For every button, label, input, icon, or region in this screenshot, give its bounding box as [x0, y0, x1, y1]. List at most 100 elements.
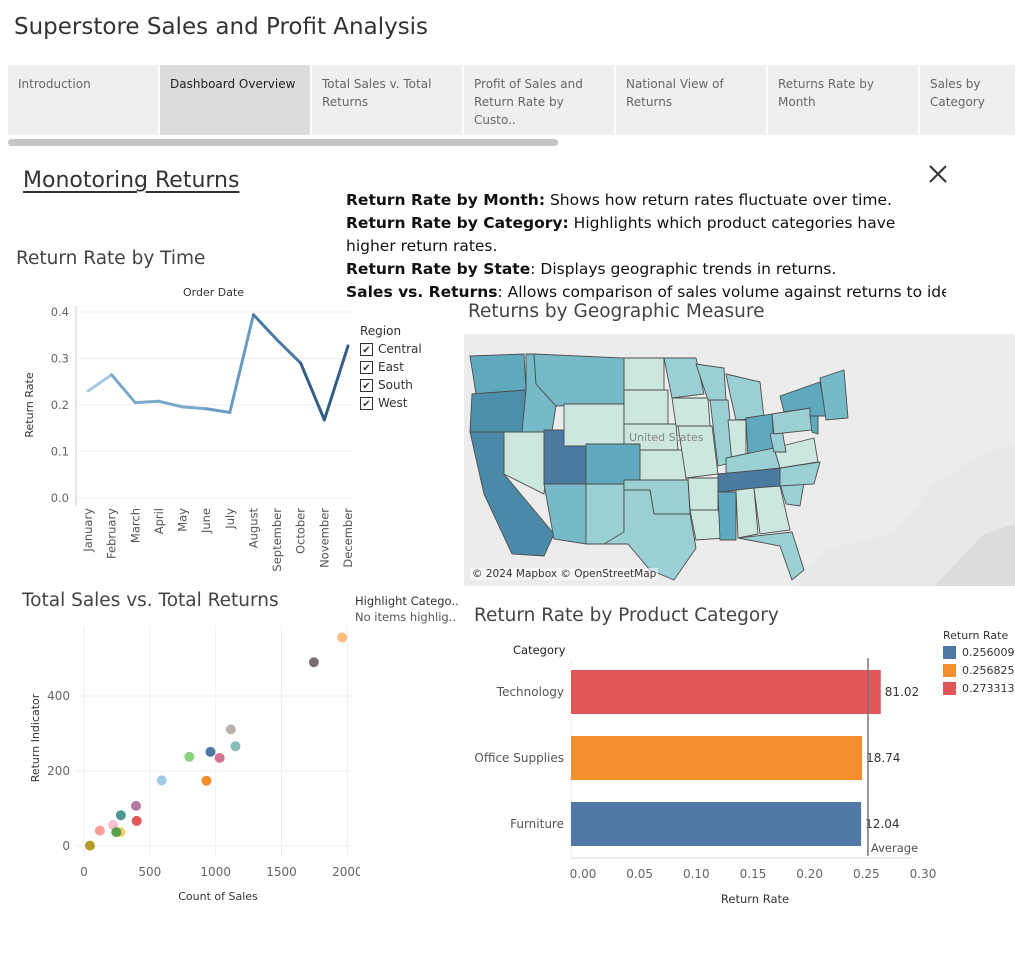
x-tick-label: January	[81, 508, 95, 553]
checkbox-icon[interactable]: ✔	[360, 378, 373, 392]
highlight-category-control[interactable]: Highlight Catego.. No items highlig..	[355, 594, 459, 624]
y-tick-label: Office Supplies	[474, 751, 564, 765]
x-tick-label: June	[199, 508, 213, 534]
x-tick-label: August	[246, 508, 260, 549]
state-nevada	[503, 431, 551, 495]
map-canvas: United States	[464, 334, 1015, 586]
tab-dashboard-overview[interactable]: Dashboard Overview	[160, 65, 310, 135]
series-line-segment	[181, 405, 208, 411]
story-title: Monotoring Returns	[23, 168, 240, 193]
checkbox-icon[interactable]: ✔	[360, 360, 373, 374]
state-mississippi	[717, 491, 737, 541]
y-tick-label: 0.3	[51, 352, 69, 366]
checkbox-icon[interactable]: ✔	[360, 342, 373, 356]
description-row: Return Rate by State: Displays geographi…	[346, 260, 837, 278]
description-row: Sales vs. Returns: Allows comparison of …	[346, 283, 946, 301]
x-tick-label: September	[270, 508, 284, 572]
country-label: United States	[629, 431, 704, 444]
legend-item-central[interactable]: ✔ Central	[360, 340, 422, 358]
y-tick-label: 0.4	[51, 305, 69, 319]
y-axis-title: Return Rate	[23, 372, 36, 437]
scatter-point	[230, 741, 241, 752]
scatter-point	[131, 800, 142, 811]
x-tick-label: February	[105, 508, 119, 559]
series-line-segment	[157, 399, 185, 409]
tab-returns-rate-by-month[interactable]: Returns Rate by Month	[768, 65, 918, 135]
x-tick-label: 1000	[200, 865, 231, 879]
tab-national-view-of-returns[interactable]: National View of Returns	[616, 65, 766, 135]
return-rate-legend: Return Rate 0.256009 0.256825 0.273313	[943, 629, 1015, 697]
x-tick-label: 0	[80, 865, 88, 879]
region-legend: Region ✔ Central ✔ East ✔ South ✔ West	[360, 324, 422, 412]
x-tick-label: May	[176, 508, 190, 532]
x-axis-title: Count of Sales	[178, 890, 258, 903]
x-tick-label: 0.20	[796, 867, 823, 881]
legend-swatch	[943, 663, 956, 677]
legend-item-east[interactable]: ✔ East	[360, 358, 422, 376]
description-text: Return Rate by Month: Shows how return r…	[346, 189, 946, 304]
state-georgia	[753, 485, 791, 535]
us-returns-map[interactable]: United States	[464, 334, 1015, 586]
y-tick-label: 0.2	[51, 398, 69, 412]
y-tick-label: 400	[47, 689, 70, 703]
y-tick-label: 0.1	[51, 445, 69, 459]
x-tick-label: 1500	[266, 865, 297, 879]
bar	[571, 736, 863, 780]
state-iowa	[671, 397, 711, 427]
legend-item[interactable]: 0.256825	[943, 661, 1015, 679]
y-tick-label: 200	[47, 764, 70, 778]
scatter-point	[156, 775, 167, 786]
line-chart-header: Order Date	[183, 286, 245, 299]
x-tick-label: December	[341, 508, 355, 568]
scatter-point	[337, 632, 348, 643]
tab-introduction[interactable]: Introduction	[8, 65, 158, 135]
tab-sales-by-category[interactable]: Sales by Category	[920, 65, 1015, 135]
scatter-title: Total Sales vs. Total Returns	[22, 590, 279, 611]
x-tick-label: October	[294, 508, 308, 554]
x-tick-label: 0.05	[626, 867, 653, 881]
y-tick-label: 0.0	[51, 491, 69, 505]
bar	[571, 802, 862, 846]
scatter-point	[111, 827, 122, 838]
scatter-point	[84, 840, 95, 851]
state-wyoming	[563, 403, 625, 447]
line-chart[interactable]: 0.0 0.1 0.2 0.3 0.4 Return Rate January Februar…	[14, 300, 360, 580]
series-line-segment	[110, 373, 137, 405]
x-tick-label: 0.00	[570, 867, 597, 881]
highlight-title: Highlight Catego..	[355, 594, 459, 608]
series-line-segment	[275, 338, 303, 365]
legend-item-west[interactable]: ✔ West	[360, 394, 422, 412]
scatter-point	[225, 724, 236, 735]
state-new-jersey	[809, 415, 819, 435]
return-rate-legend-title: Return Rate	[943, 629, 1009, 642]
bar	[571, 670, 881, 714]
tab-total-sales-v-total-returns[interactable]: Total Sales v. Total Returns	[312, 65, 462, 135]
legend-item-south[interactable]: ✔ South	[360, 376, 422, 394]
series-line-segment	[204, 407, 232, 414]
map-attribution[interactable]: © 2024 Mapbox © OpenStreetMap	[470, 568, 659, 580]
tab-profit-of-sales-and-return-rate[interactable]: Profit of Sales and Return Rate by Custo…	[464, 65, 614, 135]
y-axis-title: Return Indicator	[29, 693, 42, 782]
close-icon[interactable]	[924, 160, 952, 188]
scatter-chart[interactable]: 0 500 1000 1500 2000 0 200 400 Count of Sales Ret…	[14, 620, 360, 910]
scatter-point	[184, 751, 195, 762]
scatter-point	[131, 815, 142, 826]
description-row: Return Rate by Category: Highlights whic…	[346, 214, 896, 255]
app-title: Superstore Sales and Profit Analysis	[14, 14, 429, 40]
legend-item[interactable]: 0.273313	[943, 679, 1015, 697]
state-south-dakota	[623, 389, 669, 425]
bar-chart[interactable]: Category 0.00 0.05 0.10 0.15 0.20 0.25 0.30 Retu…	[466, 636, 936, 916]
state-new-england	[819, 369, 849, 421]
x-tick-label: 0.10	[683, 867, 710, 881]
highlight-input[interactable]: No items highlig..	[355, 610, 456, 624]
x-axis-title: Return Rate	[721, 892, 789, 906]
tab-scrollbar[interactable]	[8, 139, 558, 146]
x-tick-label: November	[317, 508, 331, 568]
series-line-segment	[86, 373, 114, 393]
legend-item[interactable]: 0.256009	[943, 643, 1015, 661]
scatter-point	[201, 775, 212, 786]
checkbox-icon[interactable]: ✔	[360, 396, 373, 410]
x-tick-label: 0.25	[853, 867, 880, 881]
state-kansas	[639, 449, 687, 481]
state-alabama	[735, 487, 759, 539]
